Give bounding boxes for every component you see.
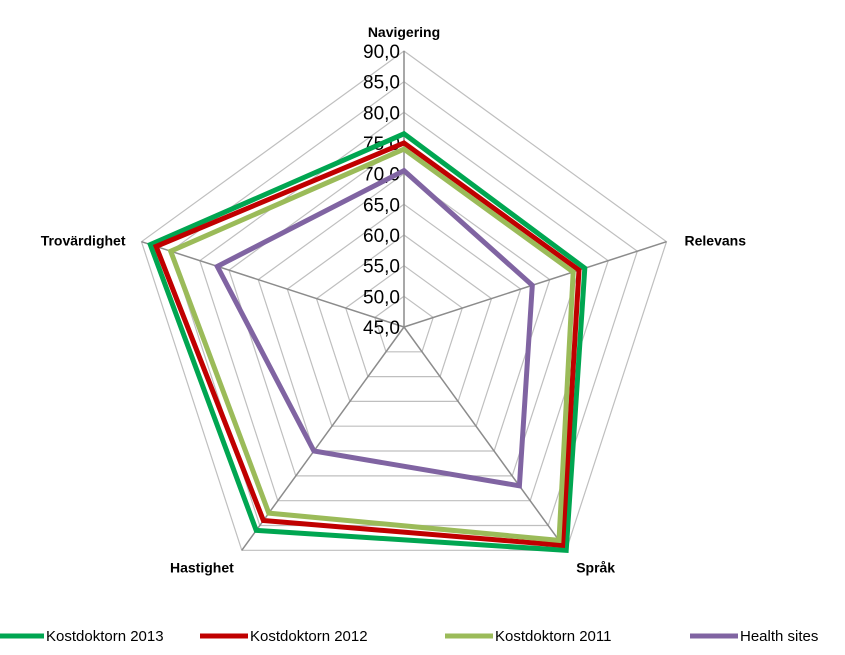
tick-label: 55,0	[363, 257, 400, 278]
series-line-kostdoktorn-2012	[152, 140, 582, 549]
axis-spoke	[141, 240, 405, 328]
tick-label: 45,0	[363, 318, 400, 339]
legend: Kostdoktorn 2013 Kostdoktorn 2012 Kostdokt…	[0, 628, 818, 645]
axis-label: Språk	[576, 559, 615, 575]
grid-ring	[257, 172, 551, 452]
axis-label: Navigering	[368, 24, 440, 40]
series-line-kostdoktorn-2013	[147, 130, 588, 553]
tick-label: 50,0	[363, 287, 400, 308]
axis-labels: Navigering Relevans Språk Hastighet Trovärdi…	[41, 24, 746, 575]
legend-label: Kostdoktorn 2011	[495, 628, 611, 645]
grid-ring	[286, 203, 522, 427]
tick-label: 60,0	[363, 226, 400, 247]
legend-label: Kostdoktorn 2013	[46, 628, 164, 645]
tick-label: 65,0	[363, 195, 400, 216]
grid-ring	[140, 50, 668, 551]
series-line-kostdoktorn-2011	[167, 146, 576, 544]
series-lines	[147, 130, 588, 553]
legend-label: Kostdoktorn 2012	[250, 628, 368, 645]
axis-label: Hastighet	[170, 559, 234, 575]
axis-label: Trovärdighet	[41, 233, 126, 249]
legend-label: Health sites	[740, 628, 818, 645]
tick-label: 80,0	[363, 103, 400, 124]
tick-labels: 45,050,055,060,065,070,075,080,085,090,0	[363, 42, 400, 339]
grid-ring	[374, 295, 434, 353]
series-line-health-sites	[213, 167, 535, 489]
grid-ring	[315, 234, 493, 402]
axis-spoke	[403, 240, 667, 328]
tick-label: 85,0	[363, 73, 400, 94]
grid-ring	[199, 111, 609, 502]
tick-label: 70,0	[363, 165, 400, 186]
grid-ring	[344, 264, 464, 378]
axis-label: Relevans	[685, 233, 747, 249]
tick-label: 90,0	[363, 42, 400, 63]
axis-spoke	[403, 326, 567, 551]
